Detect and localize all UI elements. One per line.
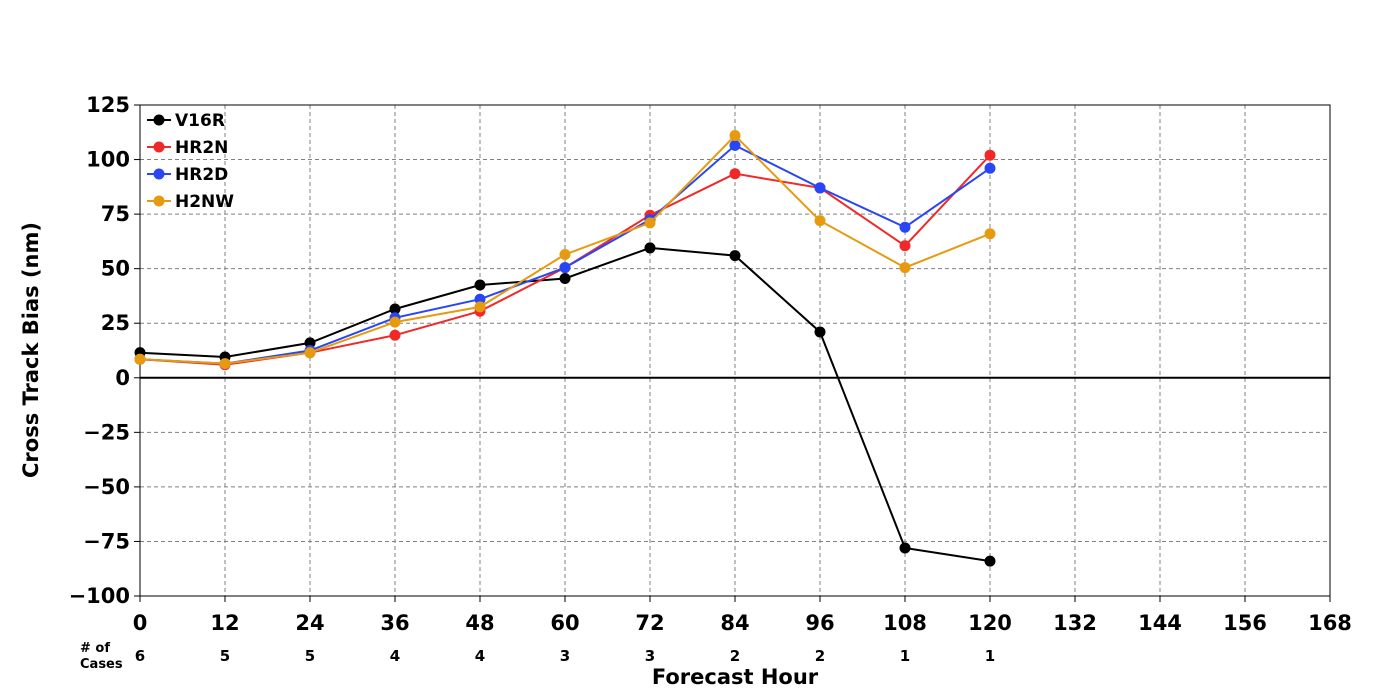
data-point [984, 149, 996, 161]
legend-label: HR2N [175, 138, 228, 158]
legend-item-h2nw: H2NW [147, 192, 234, 212]
legend-item-v16r: V16R [147, 111, 225, 131]
data-point [984, 555, 996, 567]
data-point [474, 301, 486, 313]
data-point [389, 329, 401, 341]
legend-marker [153, 195, 165, 207]
x-tick-label: 36 [380, 611, 409, 635]
data-point [729, 139, 741, 151]
data-point [134, 353, 146, 365]
x-tick-label: 84 [720, 611, 749, 635]
x-tick-label: 144 [1138, 611, 1182, 635]
legend-label: H2NW [175, 192, 234, 212]
case-count: 5 [220, 647, 230, 665]
legend-marker [153, 141, 165, 153]
y-tick-label: 50 [101, 257, 130, 281]
x-tick-label: 72 [635, 611, 664, 635]
case-count: 2 [815, 647, 825, 665]
legend-item-hr2d: HR2D [147, 165, 228, 185]
data-point [899, 262, 911, 274]
case-count: 6 [135, 647, 145, 665]
data-point [389, 303, 401, 315]
series [134, 130, 996, 567]
case-counts: 6 5 5 4 4 3 3 2 2 1 1 [135, 647, 995, 665]
legend-marker [153, 114, 165, 126]
y-tick-label: 100 [86, 148, 130, 172]
data-point [899, 240, 911, 252]
data-point [814, 215, 826, 227]
y-tick-label: 75 [101, 202, 130, 226]
x-tick-label: 156 [1223, 611, 1267, 635]
case-count: 4 [390, 647, 400, 665]
y-tick-label: −100 [69, 584, 130, 608]
case-count: 4 [475, 647, 485, 665]
x-tick-label: 24 [295, 611, 324, 635]
legend-label: HR2D [175, 165, 228, 185]
y-tick-label: −25 [83, 420, 130, 444]
axis-ticks: 0 12 24 36 48 60 72 84 96 108 120 132 144 156 168 −100 −… [69, 93, 1352, 635]
data-point [899, 221, 911, 233]
x-tick-label: 96 [805, 611, 834, 635]
x-tick-label: 132 [1053, 611, 1097, 635]
series-h2nw [134, 130, 996, 370]
grid [140, 105, 1330, 596]
legend-item-hr2n: HR2N [147, 138, 228, 158]
y-tick-label: −50 [83, 475, 130, 499]
legend-label: V16R [175, 111, 225, 131]
data-point [814, 326, 826, 338]
y-tick-label: 125 [86, 93, 130, 117]
data-point [474, 293, 486, 305]
y-axis-label: Cross Track Bias (nm) [19, 222, 43, 478]
data-point [984, 228, 996, 240]
case-count: 1 [985, 647, 995, 665]
data-point [899, 542, 911, 554]
case-count: 1 [900, 647, 910, 665]
series-v16r [134, 242, 996, 567]
y-tick-label: −75 [83, 529, 130, 553]
case-count: 3 [645, 647, 655, 665]
data-point [559, 272, 571, 284]
y-tick-label: 25 [101, 311, 130, 335]
data-point [559, 248, 571, 260]
data-point [389, 316, 401, 328]
y-tick-label: 0 [115, 366, 130, 390]
data-point [219, 358, 231, 370]
cases-label-line1: # of [80, 641, 110, 656]
legend: V16R HR2N HR2D H2NW [147, 111, 234, 212]
data-point [644, 242, 656, 254]
data-point [729, 168, 741, 180]
x-tick-label: 60 [550, 611, 579, 635]
x-tick-label: 12 [210, 611, 239, 635]
x-tick-label: 168 [1308, 611, 1352, 635]
x-tick-label: 0 [133, 611, 148, 635]
data-point [644, 217, 656, 229]
data-point [729, 130, 741, 142]
cases-label-line2: Cases [80, 657, 123, 672]
data-point [304, 347, 316, 359]
x-axis-label: Forecast Hour [652, 665, 819, 689]
data-point [559, 262, 571, 274]
data-point [474, 279, 486, 291]
data-point [304, 337, 316, 349]
case-count: 2 [730, 647, 740, 665]
data-point [814, 182, 826, 194]
legend-marker [153, 168, 165, 180]
x-tick-label: 108 [883, 611, 927, 635]
data-point [729, 250, 741, 262]
data-point [984, 162, 996, 174]
x-tick-label: 120 [968, 611, 1012, 635]
case-count: 5 [305, 647, 315, 665]
x-tick-label: 48 [465, 611, 494, 635]
case-count: 3 [560, 647, 570, 665]
